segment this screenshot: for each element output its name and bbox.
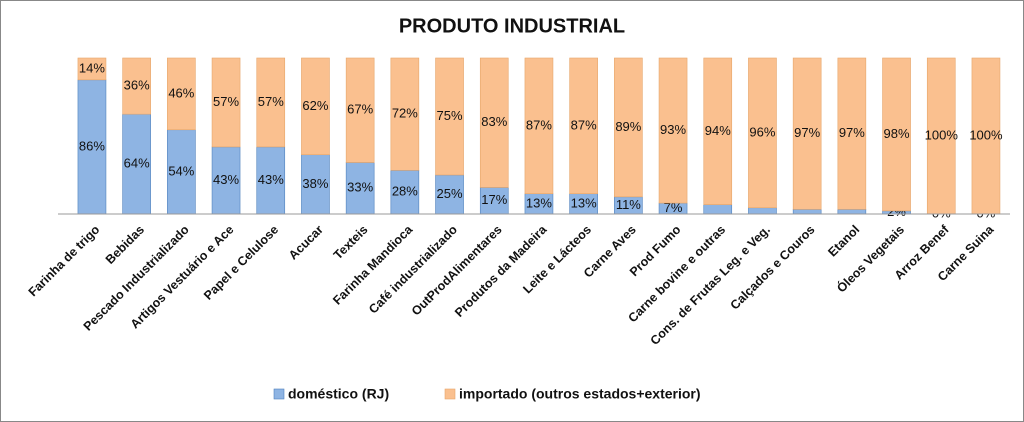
bar-segment [301,154,330,215]
data-label: 17% [481,192,507,207]
data-label: 28% [392,184,418,199]
bar-segment [211,57,241,148]
bar-segment [971,57,1001,215]
bar-segment [77,57,107,81]
bar-segment [345,57,375,163]
bar-segment [837,57,867,210]
legend-swatch [444,388,456,400]
bar-segment [435,174,464,215]
data-label: 62% [302,98,328,113]
chart-title: PRODUTO INDUSTRIAL [399,15,625,37]
bar-segment [882,57,911,212]
bar-segment [569,57,598,195]
data-label: 96% [749,124,775,139]
data-label: 72% [392,106,418,121]
legend-label: importado (outros estados+exterior) [459,386,701,402]
bar-segment [658,57,688,204]
bar-segment [837,209,867,215]
bar-segment [479,57,509,188]
data-label: 43% [258,172,284,187]
data-label: 57% [258,94,284,109]
data-label: 36% [124,78,150,93]
bar-segment [77,79,107,215]
bar-segment [748,207,777,215]
data-label: 67% [347,102,373,117]
data-label: 57% [213,94,239,109]
bar-segment [703,204,733,215]
data-label: 87% [526,117,552,132]
data-label: 83% [481,114,507,129]
data-label: 7% [664,200,683,215]
bar-segment [792,209,822,215]
bar-segment [614,57,643,198]
bar-segment [301,57,330,156]
data-label: 97% [839,125,865,140]
data-label: 64% [124,156,150,171]
data-label: 38% [302,176,328,191]
bar-segment [524,57,554,195]
data-label: 98% [884,126,910,141]
data-label: 97% [794,125,820,140]
bar-segment [390,57,420,171]
bar-segment [792,57,822,210]
data-label: 46% [168,85,194,100]
data-label: 54% [168,163,194,178]
bar-segment [256,57,286,148]
data-label: 86% [79,138,105,153]
data-label: 25% [437,186,463,201]
bar-segment [256,146,286,215]
bar-segment [435,57,464,176]
bar-segment [479,187,509,215]
legend-swatch [273,388,285,400]
data-label: 13% [526,195,552,210]
data-label: 33% [347,180,373,195]
data-label: 100% [969,127,1003,142]
bar-segment [122,57,151,115]
data-label: 100% [925,127,959,142]
data-label: 87% [571,117,597,132]
bar-segment [122,113,151,215]
data-label: 11% [616,197,641,212]
data-label: 13% [571,195,597,210]
data-label: 43% [213,172,239,187]
data-label: 89% [615,119,641,134]
data-label: 14% [79,60,105,75]
bar-segment [748,57,777,209]
data-label: 94% [705,123,731,138]
bar-segment [167,57,196,131]
bar-segment [926,57,956,215]
bar-segment [703,57,733,205]
legend-label: doméstico (RJ) [288,386,389,402]
data-label: 75% [437,108,463,123]
data-label: 93% [660,122,686,137]
